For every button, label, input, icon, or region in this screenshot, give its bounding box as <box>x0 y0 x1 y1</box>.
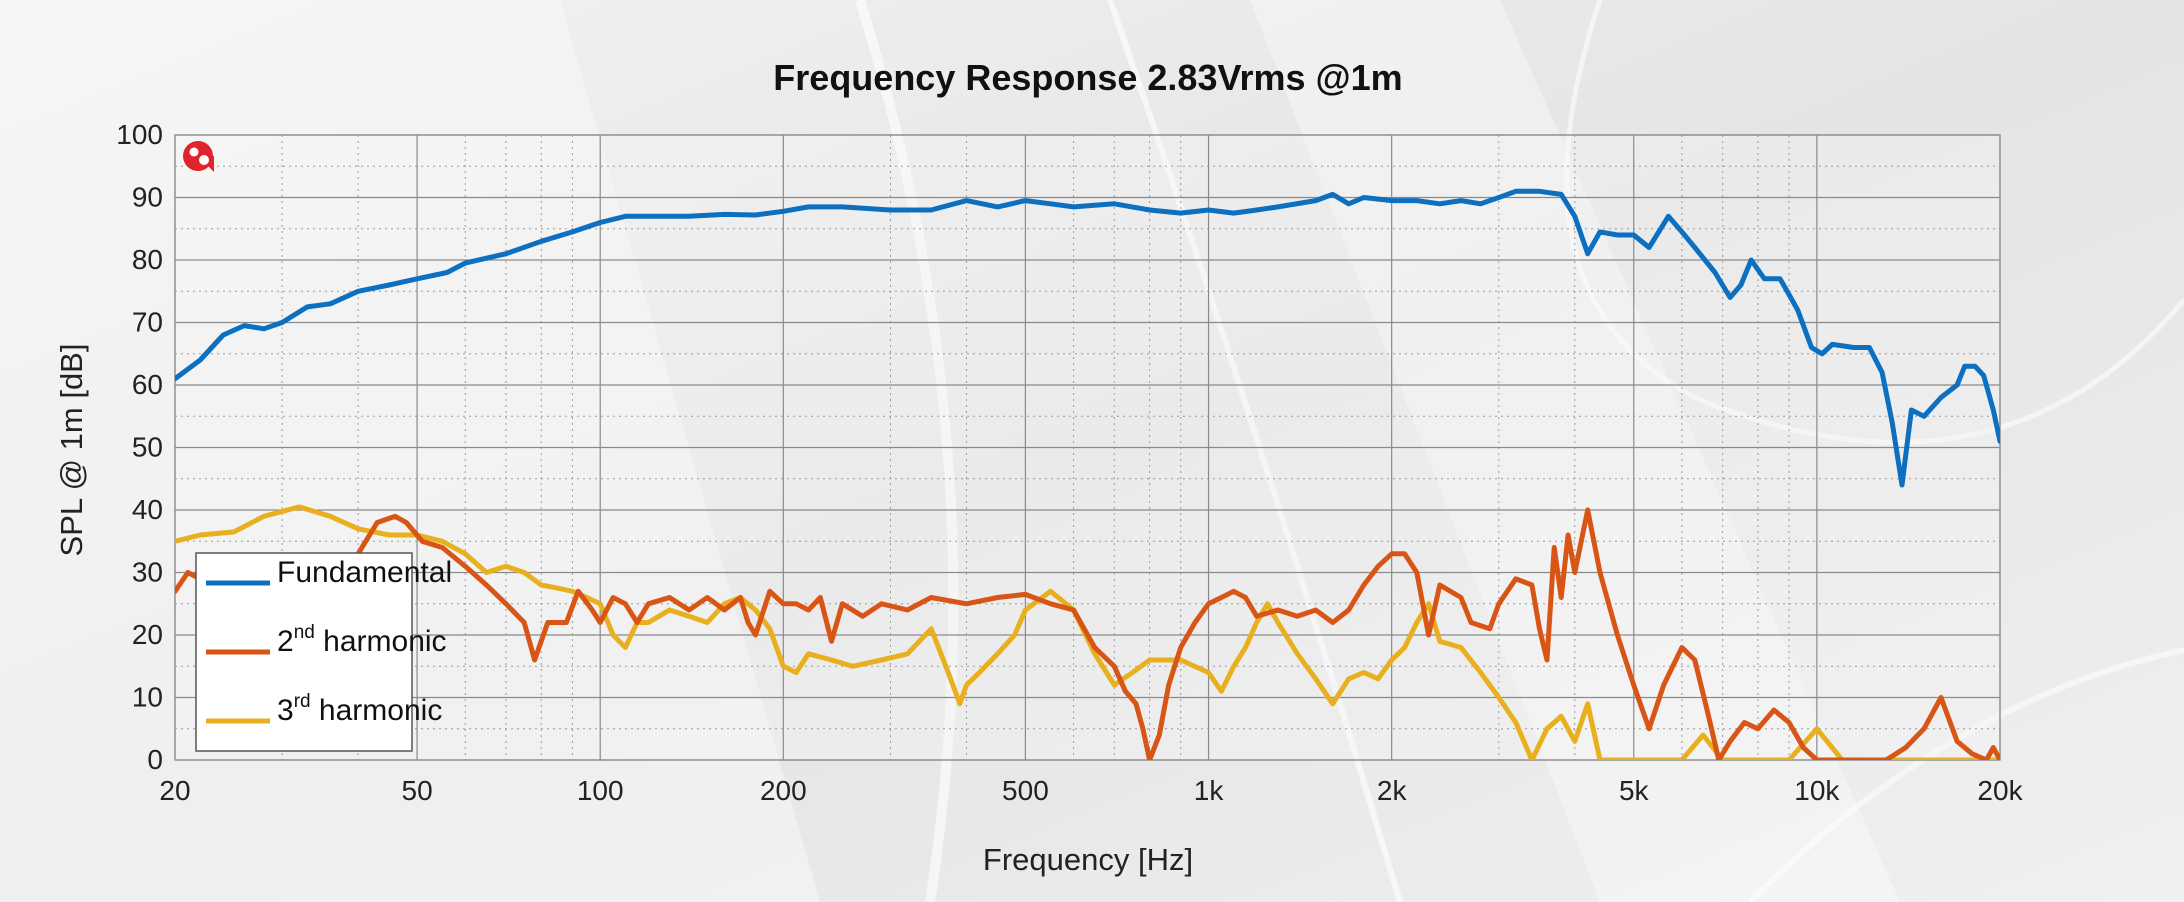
y-axis-label: SPL @ 1m [dB] <box>54 344 89 557</box>
y-tick-label: 0 <box>147 744 163 775</box>
x-tick-label: 200 <box>760 775 807 806</box>
x-tick-label: 20k <box>1977 775 2023 806</box>
y-axis-ticks: 0 10 20 30 40 50 60 70 80 90 100 <box>116 119 163 775</box>
x-axis-ticks: 20 50 100 200 500 1k 2k 5k 10k 20k <box>159 775 2023 806</box>
x-tick-label: 500 <box>1002 775 1049 806</box>
series-line-2 <box>175 507 2000 760</box>
y-tick-label: 20 <box>132 619 163 650</box>
x-tick-label: 20 <box>159 775 190 806</box>
y-tick-label: 100 <box>116 119 163 150</box>
y-tick-label: 80 <box>132 244 163 275</box>
y-tick-label: 10 <box>132 682 163 713</box>
y-tick-label: 70 <box>132 307 163 338</box>
y-tick-label: 30 <box>132 557 163 588</box>
legend-label: Fundamental <box>277 556 452 589</box>
chart-title: Frequency Response 2.83Vrms @1m <box>773 57 1402 98</box>
legend: Fundamental 2nd harmonic 3rd harmonic <box>195 552 452 752</box>
x-axis-label: Frequency [Hz] <box>983 842 1193 877</box>
series-layer <box>175 188 2000 760</box>
y-tick-label: 60 <box>132 369 163 400</box>
series-line-1 <box>175 188 2000 488</box>
x-tick-label: 100 <box>577 775 624 806</box>
x-tick-label: 5k <box>1619 775 1650 806</box>
legend-label: 3rd harmonic <box>277 691 442 727</box>
watermark-logo <box>183 141 214 172</box>
grid-major <box>174 134 2001 761</box>
series-line-3 <box>175 504 2000 760</box>
y-tick-label: 50 <box>132 432 163 463</box>
x-tick-label: 1k <box>1194 775 1225 806</box>
y-tick-label: 90 <box>132 182 163 213</box>
legend-label: 2nd harmonic <box>277 622 447 658</box>
x-tick-label: 10k <box>1794 775 1840 806</box>
x-tick-label: 2k <box>1377 775 1408 806</box>
x-tick-label: 50 <box>402 775 433 806</box>
y-tick-label: 40 <box>132 494 163 525</box>
